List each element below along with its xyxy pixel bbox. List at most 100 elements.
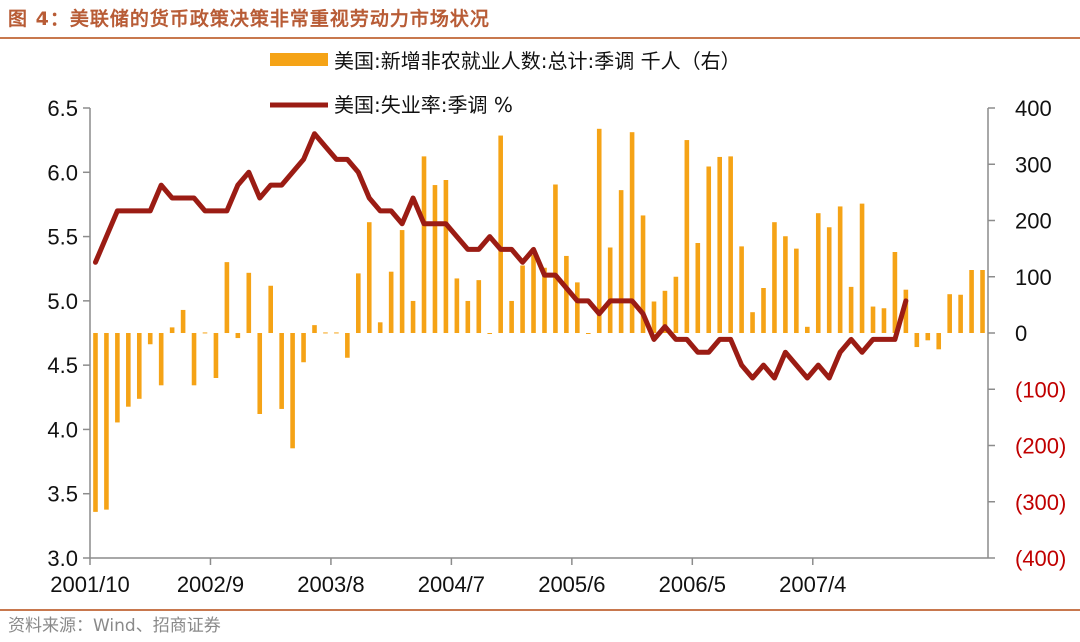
payroll-bar [859, 203, 865, 334]
payroll-bar [914, 333, 920, 348]
payroll-bar [356, 273, 361, 334]
figure-title: 图 4：美联储的货币政策决策非常重视劳动力市场状况 [8, 8, 490, 30]
payroll-bar [903, 289, 909, 333]
payroll-bar [684, 140, 690, 333]
payroll-bar [761, 288, 766, 333]
left-tick-label: 3.5 [47, 482, 78, 507]
payroll-bar [377, 322, 383, 333]
payroll-bar [947, 294, 952, 333]
payroll-bar [969, 270, 974, 333]
title-divider [0, 37, 1080, 39]
x-tick-label: 2003/8 [297, 572, 364, 597]
payroll-bar [596, 128, 602, 333]
payroll-bar [158, 333, 164, 386]
payroll-bar [93, 333, 98, 512]
legend-swatch-bar [270, 53, 328, 66]
payroll-bar [399, 230, 405, 333]
payroll-bar [147, 333, 153, 345]
payroll-bar [815, 213, 821, 333]
payroll-bar [728, 156, 733, 334]
payroll-bar [553, 184, 558, 333]
payroll-bar [936, 333, 942, 350]
left-tick-label: 6.5 [47, 96, 78, 121]
payroll-bar [312, 325, 317, 334]
right-tick-label: 0 [1015, 321, 1027, 346]
payroll-bar [848, 286, 854, 334]
payroll-bar [706, 166, 712, 333]
payroll-bar [575, 282, 580, 334]
payroll-bar [290, 333, 295, 449]
payroll-bar [388, 271, 394, 333]
payroll-bar [268, 285, 273, 333]
payroll-bar [980, 270, 985, 333]
x-tick-label: 2004/7 [418, 572, 485, 597]
payroll-bar [432, 185, 438, 333]
right-tick-label: 100 [1015, 265, 1052, 290]
payroll-bar [443, 180, 449, 333]
left-tick-label: 5.5 [47, 225, 78, 250]
payroll-bar [881, 308, 887, 333]
right-tick-label: 400 [1015, 96, 1052, 121]
payroll-bar [323, 332, 328, 334]
payroll-bar [958, 294, 963, 333]
payroll-bar [115, 333, 120, 423]
payroll-bar [750, 312, 755, 333]
payroll-bar [805, 326, 810, 333]
left-tick-label: 5.0 [47, 289, 78, 314]
left-tick-label: 4.5 [47, 353, 78, 378]
x-tick-label: 2007/4 [779, 572, 846, 597]
payroll-bar [410, 300, 416, 333]
left-tick-label: 6.0 [47, 160, 78, 185]
payroll-bar [607, 247, 613, 333]
payroll-bar [542, 267, 547, 333]
payroll-bar [487, 333, 493, 334]
payroll-bar [180, 309, 186, 333]
payroll-bar [169, 327, 175, 334]
payroll-bar [717, 156, 722, 333]
payroll-bar [531, 254, 536, 333]
payroll-bar [794, 248, 799, 334]
payroll-bar [421, 156, 427, 334]
footer-divider [0, 609, 1080, 611]
left-tick-label: 4.0 [47, 417, 78, 442]
payroll-bar [695, 243, 701, 333]
payroll-bar [104, 333, 109, 510]
payroll-bar [126, 333, 131, 407]
payroll-bar [476, 280, 482, 334]
chart-axes: 3.0 3.5 4.0 4.5 5.0 5.5 6.0 6.5 (400) (300) (200) (… [47, 96, 1066, 597]
legend-label-line: 美国:失业率:季调 % [334, 93, 513, 117]
payroll-bar [235, 333, 241, 339]
payroll-bar [191, 333, 197, 386]
x-tick-label: 2006/5 [659, 572, 726, 597]
payroll-bar [498, 135, 503, 333]
payroll-bar [301, 333, 306, 363]
left-tick-label: 3.0 [47, 546, 78, 571]
right-tick-label: 300 [1015, 152, 1052, 177]
payroll-bar [629, 132, 635, 333]
source-note: 资料来源：Wind、招商证券 [8, 616, 221, 636]
x-tick-label: 2002/9 [177, 572, 244, 597]
payroll-bar [739, 246, 744, 334]
legend-label-bar: 美国:新增非农就业人数:总计:季调 千人（右） [334, 49, 741, 73]
payroll-bar [202, 332, 208, 334]
payroll-bar [345, 333, 350, 358]
payroll-bar [279, 333, 284, 409]
right-tick-label: (400) [1015, 546, 1066, 571]
payroll-bar [366, 222, 372, 333]
payroll-bar [618, 190, 624, 334]
payroll-bar [246, 272, 252, 333]
payroll-bar [257, 333, 263, 414]
bar-series-nonfarm-payrolls [93, 128, 985, 512]
payroll-bar [509, 300, 514, 333]
payroll-bar [662, 290, 668, 333]
payroll-bar [925, 333, 931, 341]
payroll-bar [213, 333, 219, 378]
right-tick-label: (200) [1015, 434, 1066, 459]
x-tick-label: 2005/6 [538, 572, 605, 597]
payroll-bar [520, 265, 525, 333]
payroll-bar [783, 236, 788, 333]
payroll-bar [224, 262, 230, 334]
payroll-bar [454, 278, 460, 333]
payroll-bar [334, 332, 339, 334]
